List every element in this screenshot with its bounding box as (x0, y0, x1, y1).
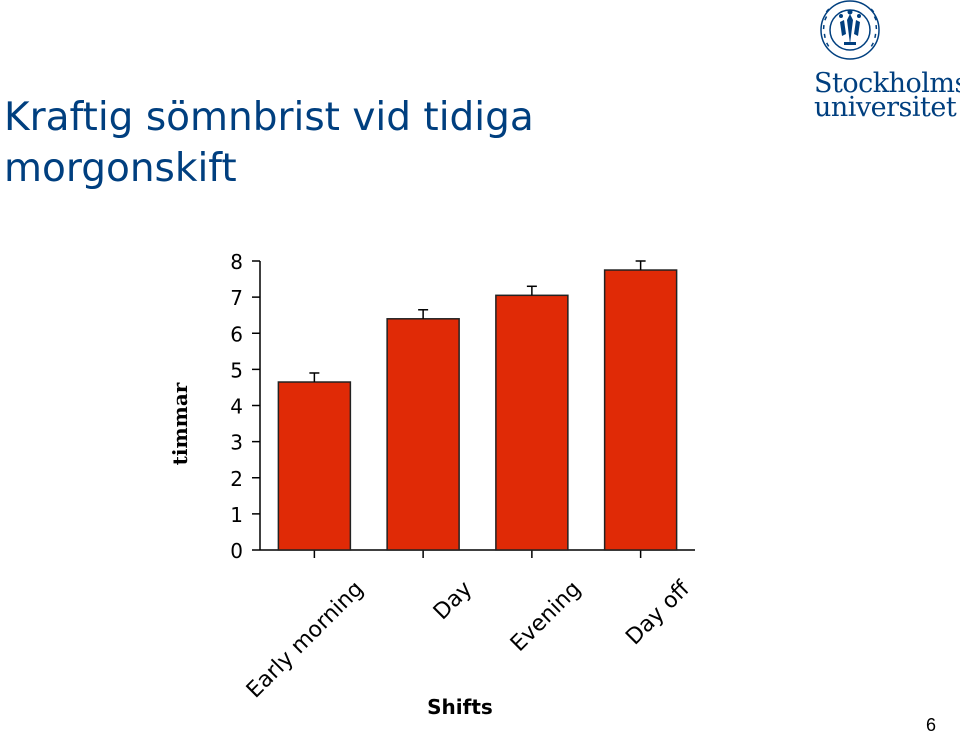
slide-title: Kraftig sömnbrist vid tidiga morgonskift (4, 92, 534, 194)
slide-title-line-2: morgonskift (4, 146, 237, 191)
y-axis-title: timmar (168, 382, 192, 465)
error-bars (309, 260, 646, 383)
bar (386, 318, 460, 551)
slide-title-line-1: Kraftig sömnbrist vid tidiga (4, 95, 534, 140)
y-tick-label: 1 (230, 503, 243, 527)
x-tick-label: Day (429, 577, 477, 625)
logo-line-1: Stockholms (814, 68, 960, 99)
x-tick-label: Evening (506, 577, 586, 657)
y-tick-label: 0 (230, 539, 243, 563)
y-tick-label: 3 (230, 431, 243, 455)
y-tick-label: 5 (230, 358, 243, 382)
x-tick-label: Early morning (242, 577, 369, 704)
bar (495, 294, 569, 551)
y-tick-label: 4 (230, 395, 243, 419)
y-tick-label: 7 (230, 286, 243, 310)
university-seal-icon (820, 0, 880, 60)
y-axis: 0 1 2 3 4 5 6 7 8 (230, 250, 261, 563)
logo-line-2: universitet (814, 92, 957, 123)
university-logo-wordmark: Stockholms universitet (814, 68, 960, 123)
x-tick-labels: Early morning Day Evening Day off (242, 576, 695, 703)
bar (277, 381, 352, 551)
bars (277, 269, 678, 551)
x-tick-label: Day off (621, 576, 695, 650)
x-axis-title: Shifts (427, 695, 493, 719)
y-tick-label: 6 (230, 322, 243, 346)
y-tick-label: 2 (230, 467, 243, 491)
page-number: 6 (925, 715, 936, 735)
bar (603, 269, 678, 551)
y-tick-label: 8 (230, 250, 243, 274)
x-axis (260, 549, 695, 558)
